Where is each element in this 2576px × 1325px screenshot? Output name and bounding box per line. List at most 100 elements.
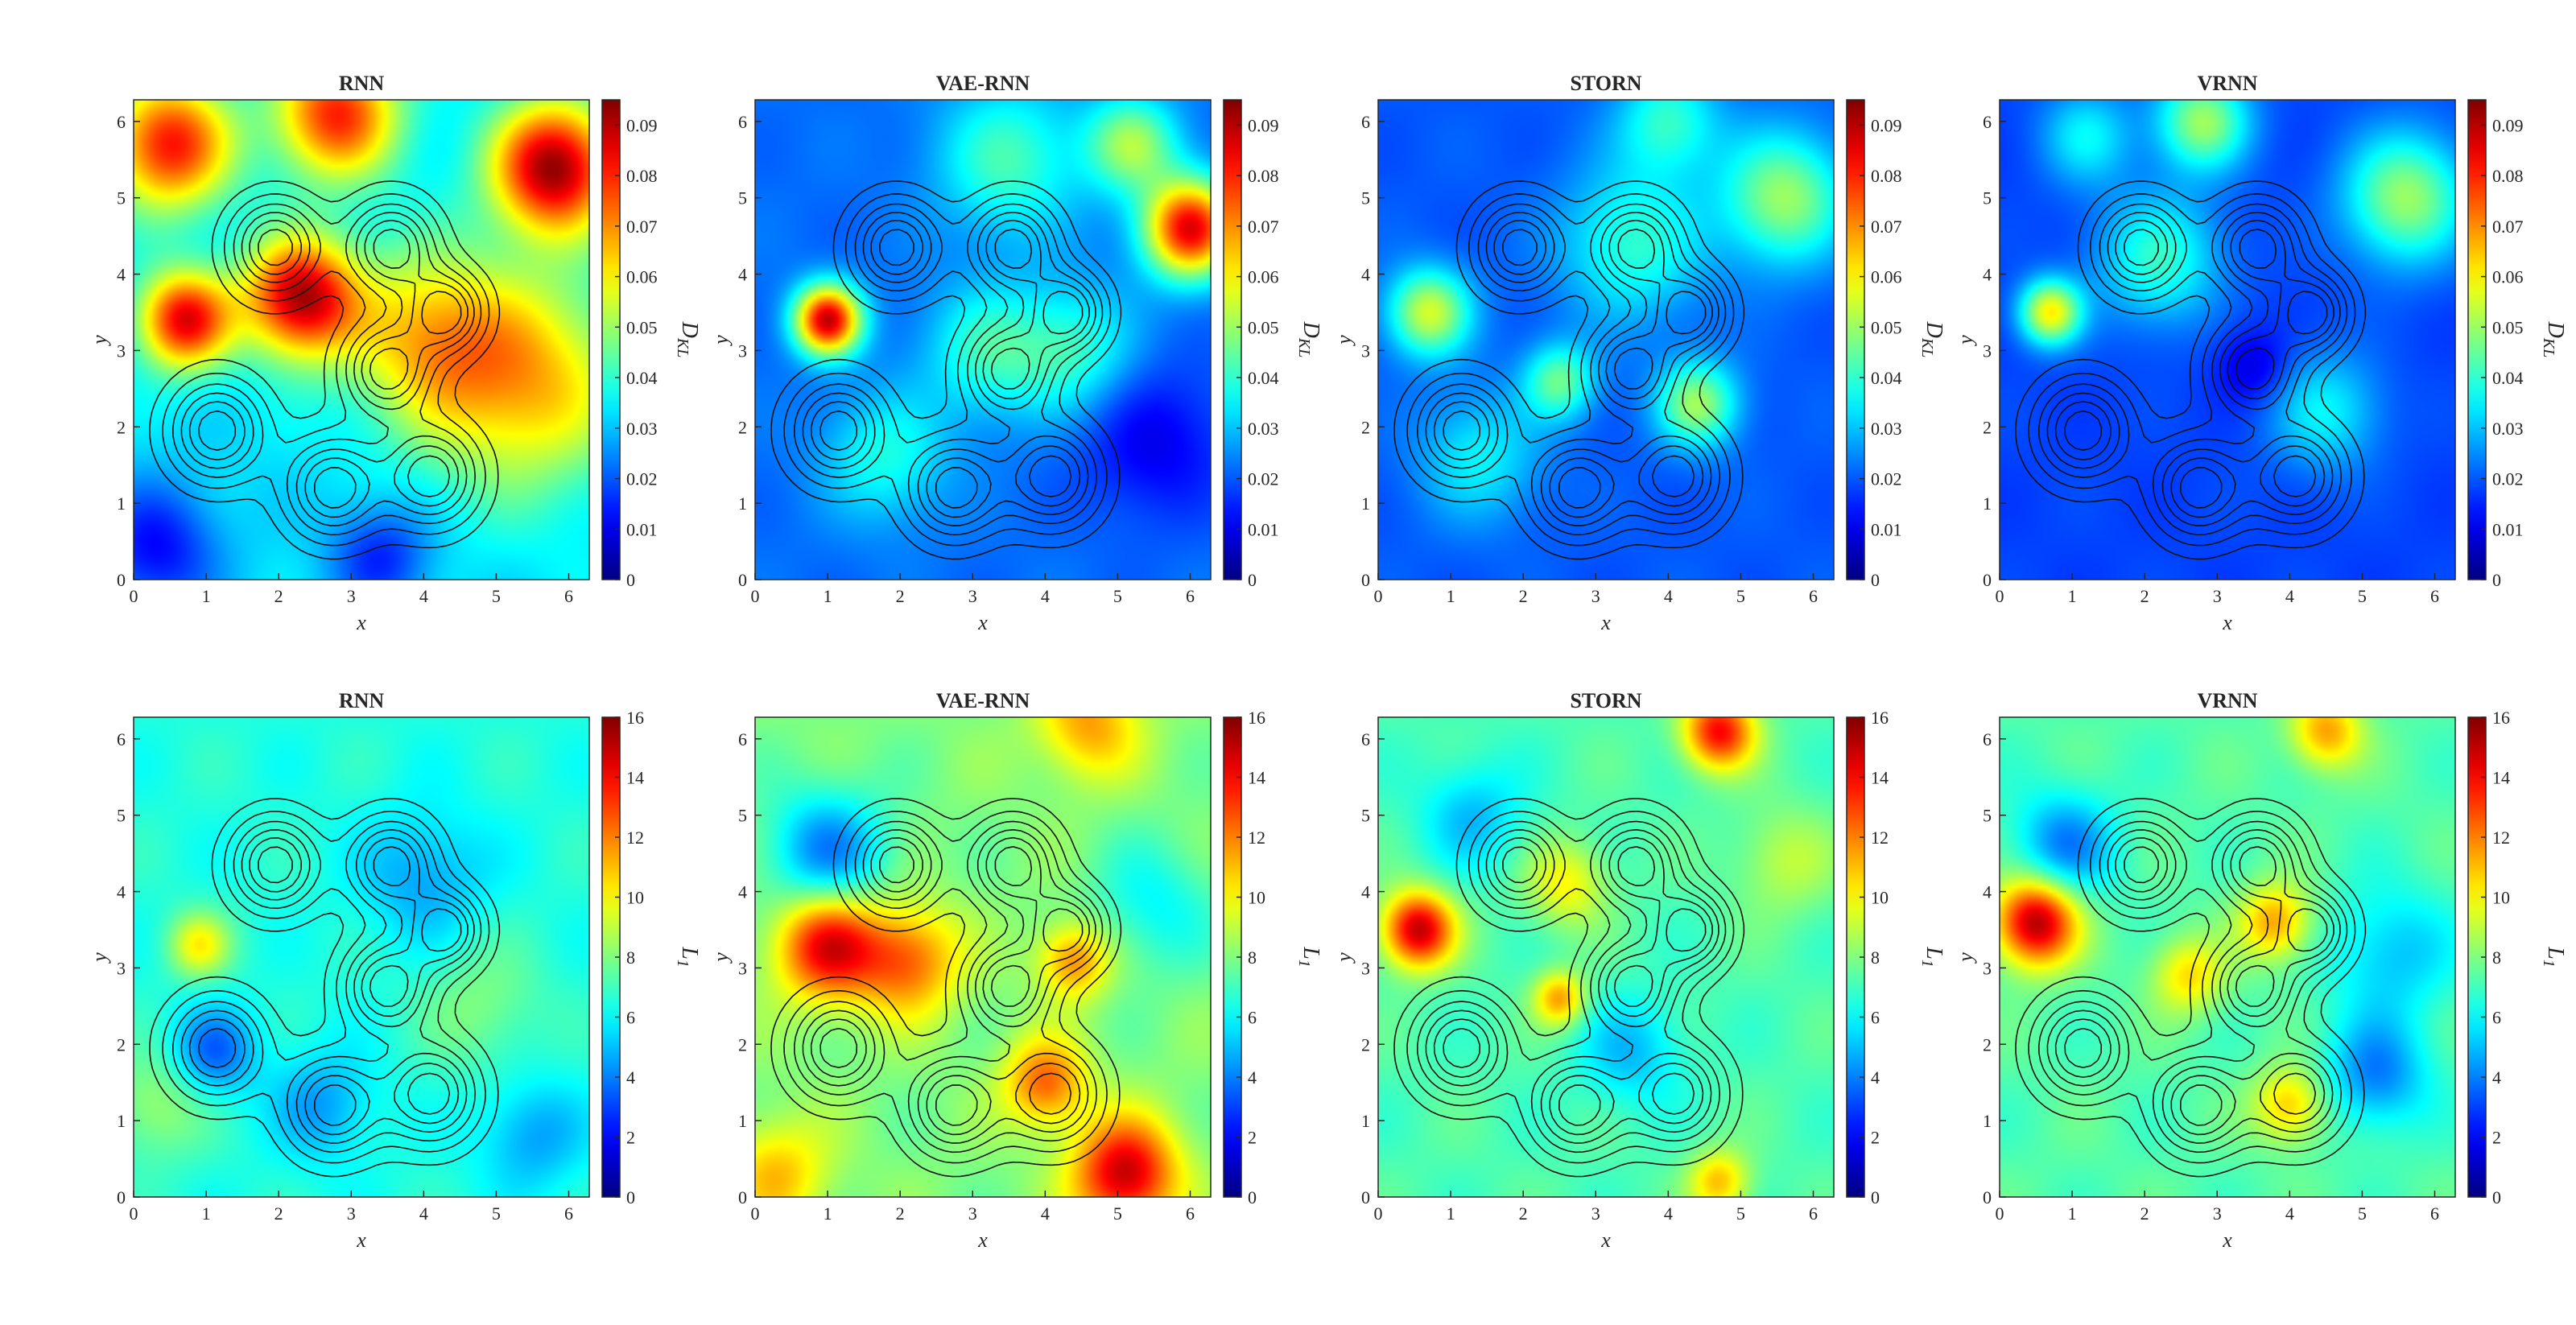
x-tick-label: 1 — [824, 1203, 832, 1224]
x-tick-label: 4 — [2285, 1203, 2294, 1224]
contour-line — [1406, 193, 1735, 547]
x-tick-label: 0 — [751, 586, 760, 606]
y-tick-label: 2 — [738, 1034, 747, 1055]
x-tick-label: 0 — [1374, 586, 1383, 606]
colorbar-tick-label: 4 — [2492, 1067, 2501, 1088]
y-tick-label: 0 — [1983, 570, 1992, 590]
colorbar-tick-label: 16 — [626, 708, 644, 728]
x-tick-label: 5 — [1736, 586, 1745, 606]
contour-line — [162, 811, 490, 1164]
y-axis-label: y — [1954, 335, 1977, 347]
colorbar-tick-label: 0.07 — [1248, 217, 1279, 237]
x-tick-label: 5 — [1113, 586, 1122, 606]
x-tick-label: 5 — [492, 586, 501, 606]
panel-title: VRNN — [2197, 72, 2257, 95]
y-tick-label: 1 — [117, 493, 126, 514]
colorbar-tick-label: 10 — [1248, 888, 1265, 908]
colorbar-label: L1 — [1918, 946, 1946, 968]
colorbar-tick-label: 0.07 — [2492, 217, 2524, 237]
x-tick-label: 4 — [419, 1203, 428, 1224]
axes-frame — [1999, 716, 2456, 1198]
y-tick-label: 4 — [738, 265, 747, 285]
colorbar-tick-label: 0.09 — [626, 115, 658, 135]
y-tick-label: 3 — [117, 958, 126, 978]
x-tick-label: 5 — [1113, 1203, 1122, 1224]
y-tick-label: 0 — [117, 570, 126, 590]
y-tick-label: 6 — [738, 729, 747, 749]
y-tick-label: 6 — [1983, 112, 1992, 132]
x-tick-label: 1 — [202, 1203, 211, 1224]
contour-line — [783, 193, 1112, 547]
x-tick-label: 1 — [2068, 586, 2077, 606]
colorbar-tick-label: 0.06 — [1248, 267, 1279, 287]
y-tick-label: 4 — [1983, 882, 1992, 902]
y-tick-label: 1 — [738, 1111, 747, 1131]
contour-line — [2028, 811, 2356, 1164]
contour-line — [2054, 836, 2334, 1136]
x-tick-label: 1 — [1447, 586, 1455, 606]
x-tick-label: 2 — [2140, 586, 2149, 606]
colorbar-tick-label: 0 — [2492, 1187, 2501, 1207]
panel-title: STORN — [1570, 689, 1641, 712]
x-tick-label: 0 — [1374, 1203, 1383, 1224]
y-tick-label: 5 — [117, 188, 126, 208]
colorbar-tick-label: 0.06 — [2492, 267, 2524, 287]
colorbar-tick-label: 0.05 — [1248, 317, 1279, 337]
colorbar-tick-label: 4 — [626, 1067, 635, 1088]
colorbar — [1847, 100, 1864, 580]
contour-line — [819, 846, 1084, 1126]
colorbar-tick-label: 6 — [2492, 1008, 2501, 1028]
colorbar-tick-label: 0.04 — [1248, 368, 1279, 388]
x-tick-label: 2 — [1519, 586, 1528, 606]
contour-line — [810, 219, 1090, 518]
y-axis-label: y — [709, 335, 733, 347]
y-tick-label: 6 — [117, 112, 126, 132]
x-tick-label: 3 — [2213, 1203, 2222, 1224]
colorbar-frame — [2467, 99, 2487, 580]
colorbar-frame — [1846, 99, 1865, 580]
colorbar-tick-label: 0.09 — [1248, 115, 1279, 135]
contour-line — [1417, 820, 1727, 1154]
y-tick-label: 4 — [117, 265, 126, 285]
colorbar-tick-label: 12 — [626, 828, 644, 848]
x-tick-label: 2 — [275, 1203, 283, 1224]
axes-frame — [1377, 716, 1835, 1198]
y-tick-label: 3 — [117, 341, 126, 361]
colorbar-tick-label: 0 — [1248, 1187, 1257, 1207]
x-axis-label: x — [1600, 611, 1611, 634]
x-tick-label: 5 — [492, 1203, 501, 1224]
colorbar-tick-label: 8 — [626, 947, 635, 968]
contour-line — [180, 212, 475, 526]
y-tick-label: 5 — [1983, 188, 1992, 208]
x-axis-label: x — [977, 611, 988, 634]
contour-line — [162, 193, 490, 547]
colorbar-label: DKL — [2540, 321, 2568, 358]
x-tick-label: 3 — [2213, 586, 2222, 606]
colorbar-tick-label: 0.08 — [1248, 166, 1279, 186]
y-tick-label: 1 — [1983, 1111, 1992, 1131]
y-tick-label: 4 — [1361, 265, 1370, 285]
contour-line — [2054, 219, 2334, 518]
x-tick-label: 3 — [968, 586, 977, 606]
contour-line — [819, 229, 1084, 509]
colorbar-tick-label: 10 — [626, 888, 644, 908]
colorbar-tick-label: 0.05 — [626, 317, 658, 337]
colorbar-label: L1 — [674, 946, 702, 968]
y-tick-label: 5 — [1361, 806, 1370, 826]
y-axis-label: y — [88, 335, 111, 347]
colorbar-tick-label: 0 — [626, 570, 635, 590]
contour-line — [2015, 180, 2367, 560]
panel-title: RNN — [339, 689, 385, 712]
y-tick-label: 1 — [1361, 1111, 1370, 1131]
y-tick-label: 3 — [1361, 958, 1370, 978]
colorbar-tick-label: 0 — [1871, 1187, 1880, 1207]
x-axis-label: x — [2222, 611, 2232, 634]
y-tick-label: 5 — [738, 188, 747, 208]
y-tick-label: 1 — [1983, 493, 1992, 514]
colorbar-tick-label: 0.02 — [626, 469, 658, 489]
x-axis-label: x — [356, 611, 366, 634]
axes-frame — [754, 716, 1212, 1198]
axes-frame — [754, 99, 1212, 580]
contour-line — [188, 219, 469, 518]
